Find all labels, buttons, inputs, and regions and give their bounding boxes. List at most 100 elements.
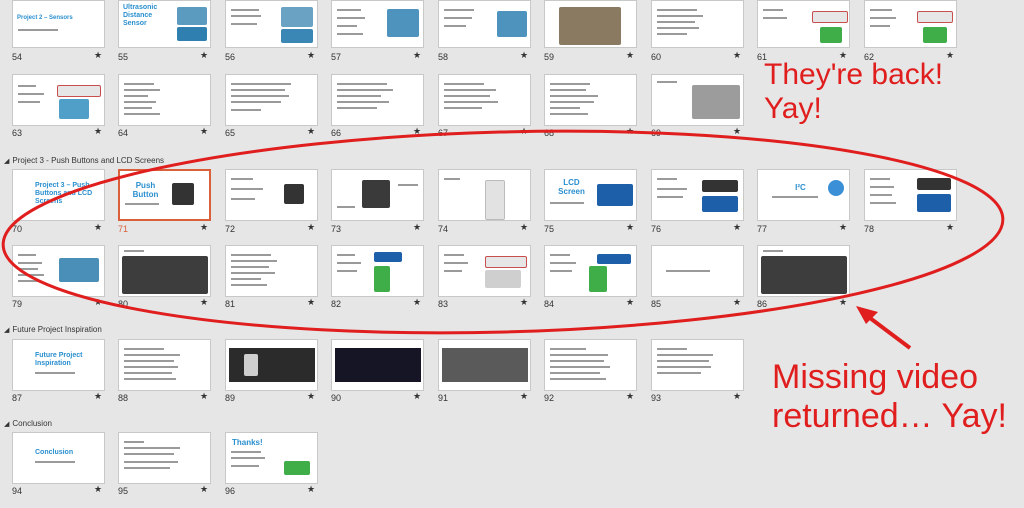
board-image xyxy=(59,99,89,119)
star-icon[interactable]: ★ xyxy=(839,298,848,308)
star-icon[interactable]: ★ xyxy=(200,223,209,233)
star-icon[interactable]: ★ xyxy=(733,298,742,308)
slide-thumbnail[interactable] xyxy=(225,339,318,391)
slide-thumbnail[interactable] xyxy=(438,74,531,126)
star-icon[interactable]: ★ xyxy=(520,298,529,308)
slide-thumbnail[interactable] xyxy=(757,0,850,48)
star-icon[interactable]: ★ xyxy=(626,298,635,308)
slide-thumbnail[interactable] xyxy=(864,169,957,221)
slide-thumbnail[interactable]: Project 3 – Push Buttons and LCD Screens xyxy=(12,169,105,221)
slide-thumbnail[interactable] xyxy=(864,0,957,48)
slide-thumbnail[interactable] xyxy=(12,245,105,297)
star-icon[interactable]: ★ xyxy=(307,223,316,233)
star-icon[interactable]: ★ xyxy=(307,485,316,495)
slide-number: 63 xyxy=(12,128,23,138)
slide-thumbnail[interactable]: Future Project Inspiration xyxy=(12,339,105,391)
star-icon[interactable]: ★ xyxy=(839,51,848,61)
section-header[interactable]: ◢ Future Project Inspiration xyxy=(4,325,102,334)
slide-thumbnail[interactable]: I²C xyxy=(757,169,850,221)
slide-thumbnail[interactable] xyxy=(544,339,637,391)
star-icon[interactable]: ★ xyxy=(626,223,635,233)
slide-thumbnail[interactable] xyxy=(651,339,744,391)
slide-thumbnail[interactable] xyxy=(118,245,211,297)
slide-thumbnail[interactable] xyxy=(438,0,531,48)
collapse-triangle-icon[interactable]: ◢ xyxy=(4,327,10,334)
star-icon[interactable]: ★ xyxy=(94,127,103,137)
star-icon[interactable]: ★ xyxy=(520,392,529,402)
slide-thumbnail[interactable] xyxy=(12,74,105,126)
slide-thumbnail[interactable] xyxy=(438,169,531,221)
slide-thumbnail[interactable] xyxy=(544,0,637,48)
star-icon[interactable]: ★ xyxy=(946,51,955,61)
sensor-image xyxy=(497,11,527,37)
slide-thumbnail[interactable] xyxy=(438,339,531,391)
star-icon[interactable]: ★ xyxy=(520,223,529,233)
star-icon[interactable]: ★ xyxy=(94,392,103,402)
star-icon[interactable]: ★ xyxy=(520,51,529,61)
star-icon[interactable]: ★ xyxy=(520,127,529,137)
slide-thumbnail[interactable] xyxy=(651,0,744,48)
slide-thumbnail[interactable]: Project 2 – Sensors xyxy=(12,0,105,48)
slide-number: 84 xyxy=(544,299,555,309)
slide-thumbnail[interactable] xyxy=(225,245,318,297)
slide-thumbnail[interactable]: Conclusion xyxy=(12,432,105,484)
star-icon[interactable]: ★ xyxy=(307,298,316,308)
slide-thumbnail[interactable] xyxy=(438,245,531,297)
slide-thumbnail[interactable]: Thanks! xyxy=(225,432,318,484)
slide-thumbnail[interactable]: Ultrasonic Distance Sensor xyxy=(118,0,211,48)
slide-thumbnail[interactable] xyxy=(225,169,318,221)
star-icon[interactable]: ★ xyxy=(413,392,422,402)
collapse-triangle-icon[interactable]: ◢ xyxy=(4,158,10,165)
star-icon[interactable]: ★ xyxy=(733,223,742,233)
star-icon[interactable]: ★ xyxy=(94,223,103,233)
star-icon[interactable]: ★ xyxy=(626,127,635,137)
slide-thumbnail[interactable] xyxy=(544,245,637,297)
slide-number: 72 xyxy=(225,224,236,234)
slide-number: 79 xyxy=(12,299,23,309)
star-icon[interactable]: ★ xyxy=(200,298,209,308)
slide-thumbnail[interactable] xyxy=(331,0,424,48)
slide-thumbnail[interactable] xyxy=(225,74,318,126)
star-icon[interactable]: ★ xyxy=(839,223,848,233)
star-icon[interactable]: ★ xyxy=(94,51,103,61)
slide-thumbnail[interactable]: LCD Screen xyxy=(544,169,637,221)
slide-thumbnail-selected[interactable]: Push Button xyxy=(118,169,211,221)
slide-thumbnail[interactable] xyxy=(651,74,744,126)
slide-thumbnail[interactable] xyxy=(118,432,211,484)
star-icon[interactable]: ★ xyxy=(733,51,742,61)
star-icon[interactable]: ★ xyxy=(307,51,316,61)
star-icon[interactable]: ★ xyxy=(626,51,635,61)
star-icon[interactable]: ★ xyxy=(413,223,422,233)
star-icon[interactable]: ★ xyxy=(200,51,209,61)
star-icon[interactable]: ★ xyxy=(94,485,103,495)
collapse-triangle-icon[interactable]: ◢ xyxy=(4,421,10,428)
star-icon[interactable]: ★ xyxy=(413,51,422,61)
slide-thumbnail[interactable] xyxy=(118,74,211,126)
star-icon[interactable]: ★ xyxy=(626,392,635,402)
star-icon[interactable]: ★ xyxy=(413,298,422,308)
section-header[interactable]: ◢ Conclusion xyxy=(4,419,52,428)
star-icon[interactable]: ★ xyxy=(200,485,209,495)
section-header[interactable]: ◢ Project 3 - Push Buttons and LCD Screen… xyxy=(4,156,164,165)
slide-thumbnail[interactable] xyxy=(331,245,424,297)
slide-thumbnail[interactable] xyxy=(331,339,424,391)
star-icon[interactable]: ★ xyxy=(733,127,742,137)
star-icon[interactable]: ★ xyxy=(200,392,209,402)
slide-number: 61 xyxy=(757,52,768,62)
star-icon[interactable]: ★ xyxy=(307,127,316,137)
star-icon[interactable]: ★ xyxy=(946,223,955,233)
breadboard-image xyxy=(485,180,505,220)
star-icon[interactable]: ★ xyxy=(94,298,103,308)
slide-thumbnail[interactable] xyxy=(651,169,744,221)
slide-thumbnail[interactable] xyxy=(757,245,850,297)
slide-thumbnail[interactable] xyxy=(331,74,424,126)
slide-thumbnail[interactable] xyxy=(225,0,318,48)
slide-thumbnail[interactable] xyxy=(544,74,637,126)
slide-thumbnail[interactable] xyxy=(331,169,424,221)
star-icon[interactable]: ★ xyxy=(307,392,316,402)
slide-thumbnail[interactable] xyxy=(118,339,211,391)
star-icon[interactable]: ★ xyxy=(200,127,209,137)
slide-thumbnail[interactable] xyxy=(651,245,744,297)
star-icon[interactable]: ★ xyxy=(413,127,422,137)
star-icon[interactable]: ★ xyxy=(733,392,742,402)
